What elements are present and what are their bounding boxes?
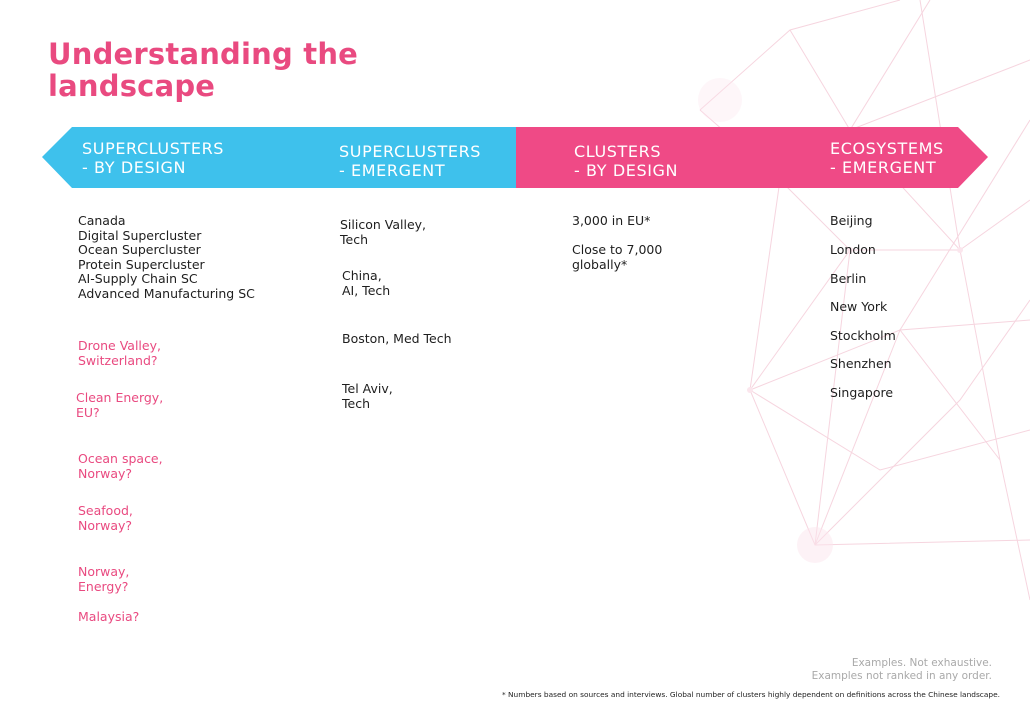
ecosystem-item: London [830, 242, 876, 257]
ecosystem-item: Stockholm [830, 328, 896, 343]
clusters-eu-count: 3,000 in EU* [572, 213, 651, 228]
candidate-item: Drone Valley, Switzerland? [78, 338, 161, 368]
canada-supercluster-list: Canada Digital Supercluster Ocean Superc… [78, 213, 255, 301]
ecosystem-item: New York [830, 299, 888, 314]
ecosystem-item: Shenzhen [830, 356, 892, 371]
ecosystem-item: Singapore [830, 385, 894, 400]
candidate-item: Seafood, Norway? [78, 503, 133, 533]
candidate-item: Malaysia? [78, 609, 140, 624]
header-ecosystems-emergent: ECOSYSTEMS - EMERGENT [830, 139, 944, 177]
header-superclusters-emergent: SUPERCLUSTERS - EMERGENT [339, 142, 482, 180]
emergent-supercluster-item: Silicon Valley, Tech [340, 217, 427, 247]
emergent-supercluster-item: Tel Aviv, Tech [342, 381, 393, 411]
ecosystem-item: Berlin [830, 271, 867, 286]
footnote: * Numbers based on sources and interview… [501, 690, 1000, 699]
clusters-global-count: Close to 7,000 globally* [572, 242, 663, 272]
examples-note: Examples. Not exhaustive. Examples not r… [811, 657, 992, 682]
blue-arrow-segment [42, 127, 516, 188]
pink-arrow-segment [516, 127, 988, 188]
emergent-supercluster-item: Boston, Med Tech [342, 331, 452, 346]
emergent-supercluster-item: China, AI, Tech [342, 268, 391, 298]
candidate-item: Clean Energy, EU? [76, 390, 164, 420]
header-clusters-by-design: CLUSTERS - BY DESIGN [574, 142, 679, 180]
header-superclusters-by-design: SUPERCLUSTERS - BY DESIGN [82, 139, 225, 177]
candidate-item: Ocean space, Norway? [78, 451, 163, 481]
page-title: Understanding the landscape [48, 37, 359, 103]
candidate-item: Norway, Energy? [78, 564, 130, 594]
header-arrow-banner [42, 127, 988, 188]
ecosystem-item: Beijing [830, 213, 873, 228]
